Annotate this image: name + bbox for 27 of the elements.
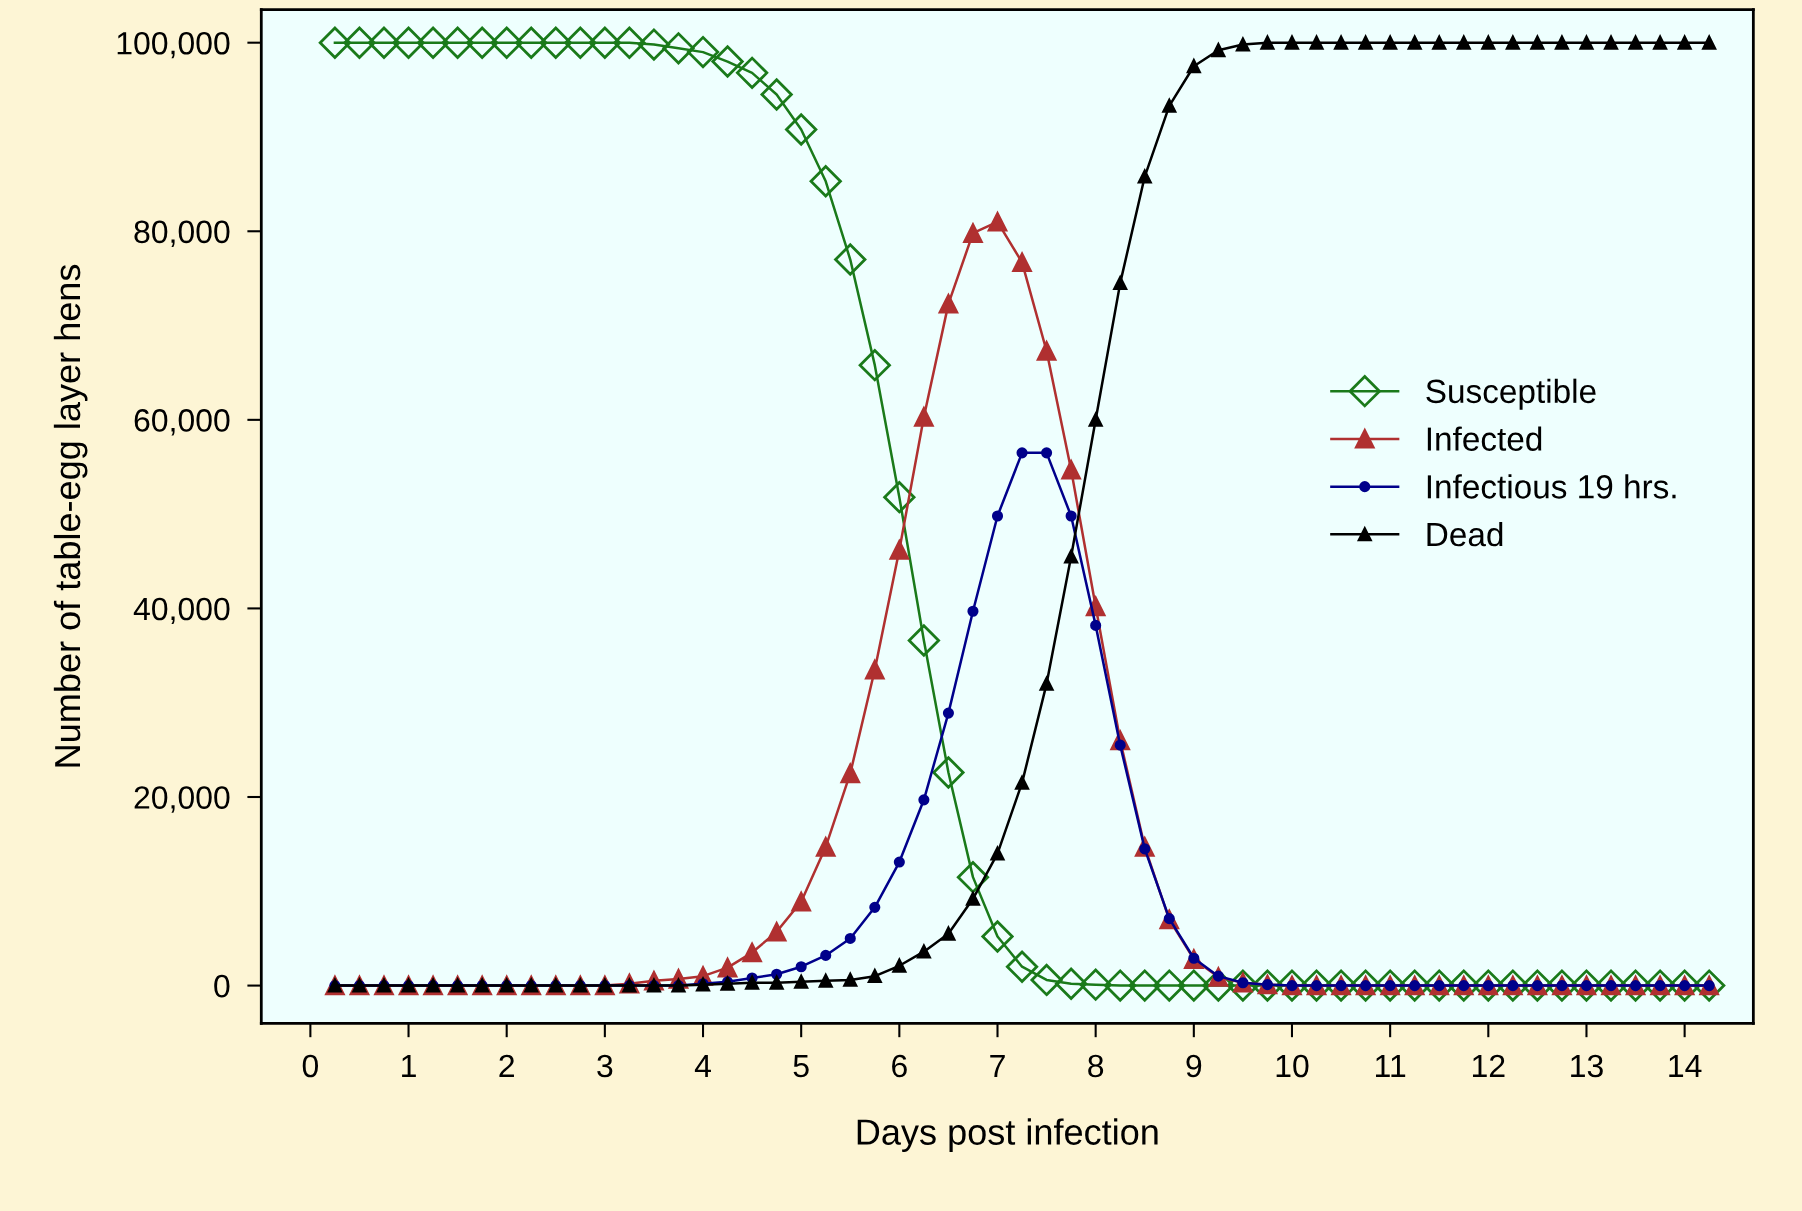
y-tick-label: 100,000 bbox=[117, 31, 230, 59]
x-tick-label: 9 bbox=[1186, 1054, 1202, 1078]
x-tick-label: 0 bbox=[302, 1054, 319, 1078]
x-tick-label: 10 bbox=[1276, 1054, 1309, 1078]
x-tick-label: 14 bbox=[1669, 1055, 1702, 1077]
x-axis-title: Days post infection bbox=[857, 1118, 1158, 1153]
y-tick-label: 20,000 bbox=[134, 786, 230, 813]
x-tick-label: 8 bbox=[1088, 1054, 1104, 1078]
x-tick-label: 2 bbox=[499, 1054, 514, 1077]
legend-label: Infectious 19 hrs. bbox=[1427, 474, 1676, 499]
legend-label: Infected bbox=[1427, 426, 1542, 451]
y-tick-label: 80,000 bbox=[134, 220, 230, 247]
x-tick-label: 4 bbox=[694, 1055, 711, 1077]
legend-label: Susceptible bbox=[1426, 378, 1596, 410]
x-tick-label: 3 bbox=[597, 1054, 613, 1078]
y-tick-label: 40,000 bbox=[133, 597, 230, 625]
x-tick-label: 5 bbox=[793, 1055, 809, 1078]
y-tick-label: 0 bbox=[214, 974, 230, 998]
x-tick-label: 11 bbox=[1376, 1055, 1406, 1077]
x-tick-label: 13 bbox=[1571, 1054, 1603, 1078]
x-tick-label: 12 bbox=[1472, 1054, 1505, 1077]
x-tick-label: 1 bbox=[402, 1055, 416, 1077]
y-axis-title: Number of table-egg layer hens bbox=[53, 264, 88, 767]
x-tick-label: 6 bbox=[892, 1054, 907, 1078]
legend-label: Dead bbox=[1427, 521, 1503, 547]
y-tick-label: 60,000 bbox=[134, 409, 230, 436]
x-tick-label: 7 bbox=[990, 1055, 1005, 1077]
